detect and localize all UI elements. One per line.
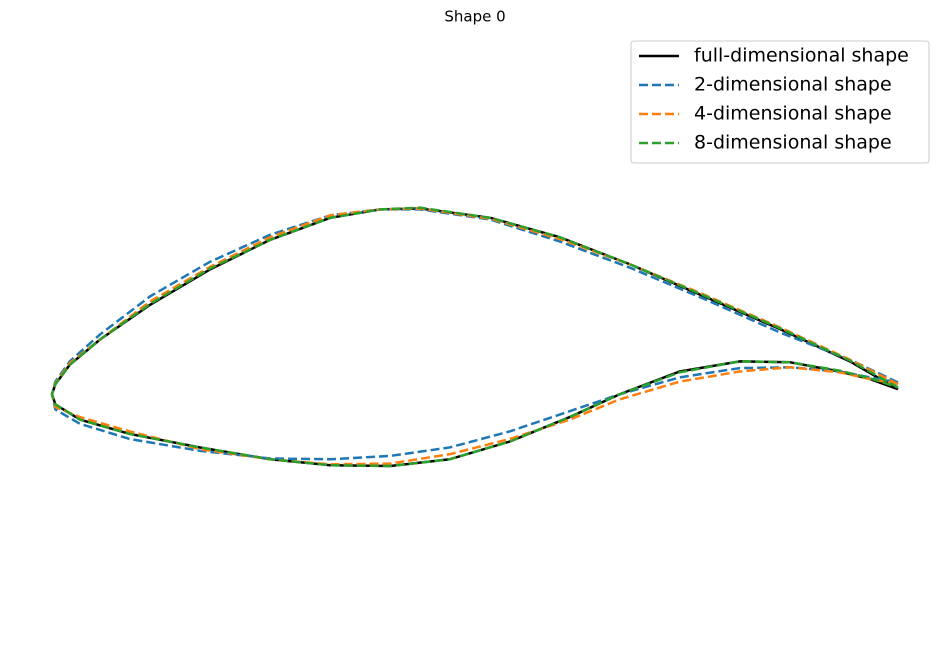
legend-label: 2-dimensional shape [694, 74, 892, 96]
shape-line [50, 207, 899, 466]
legend-label: full-dimensional shape [694, 45, 909, 67]
shape-line [50, 208, 899, 461]
shape-line [50, 206, 899, 468]
chart-title: Shape 0 [444, 8, 505, 26]
legend-label: 4-dimensional shape [694, 103, 892, 125]
shape-line [50, 207, 899, 468]
legend-box [630, 40, 930, 164]
legend-label: 8-dimensional shape [694, 132, 892, 154]
